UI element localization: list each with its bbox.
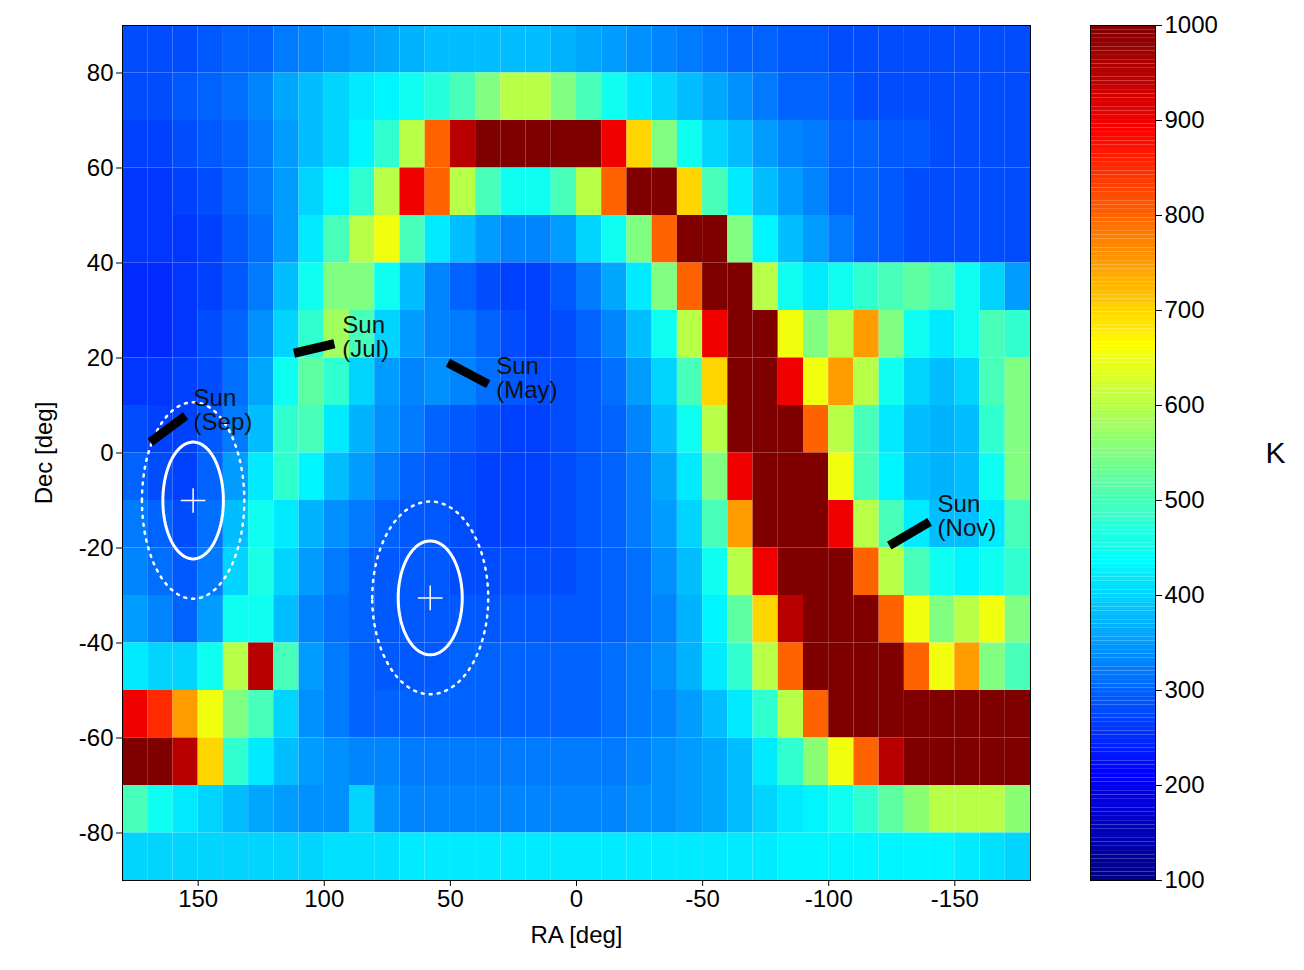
svg-text:-150: -150 xyxy=(931,885,979,912)
svg-text:0: 0 xyxy=(100,439,113,466)
svg-text:600: 600 xyxy=(1165,391,1205,418)
svg-text:700: 700 xyxy=(1165,296,1205,323)
svg-text:K: K xyxy=(1265,436,1285,469)
svg-text:-20: -20 xyxy=(79,534,114,561)
svg-text:-40: -40 xyxy=(79,629,114,656)
svg-text:50: 50 xyxy=(437,885,464,912)
svg-text:-100: -100 xyxy=(805,885,853,912)
svg-text:-50: -50 xyxy=(685,885,720,912)
svg-text:200: 200 xyxy=(1165,771,1205,798)
svg-text:Sun(May): Sun(May) xyxy=(496,352,557,403)
svg-text:RA [deg]: RA [deg] xyxy=(530,921,622,948)
svg-text:900: 900 xyxy=(1165,106,1205,133)
svg-text:-80: -80 xyxy=(79,819,114,846)
svg-text:Dec [deg]: Dec [deg] xyxy=(30,402,57,505)
svg-text:0: 0 xyxy=(570,885,583,912)
svg-text:500: 500 xyxy=(1165,486,1205,513)
svg-text:80: 80 xyxy=(87,59,114,86)
svg-text:Sun(Nov): Sun(Nov) xyxy=(938,490,997,541)
svg-text:300: 300 xyxy=(1165,676,1205,703)
svg-text:100: 100 xyxy=(1165,866,1205,893)
svg-text:60: 60 xyxy=(87,154,114,181)
svg-text:Sun(Sep): Sun(Sep) xyxy=(194,384,253,435)
svg-text:20: 20 xyxy=(87,344,114,371)
svg-text:1000: 1000 xyxy=(1165,11,1218,38)
svg-text:Sun(Jul): Sun(Jul) xyxy=(342,311,389,362)
svg-text:100: 100 xyxy=(304,885,344,912)
svg-text:150: 150 xyxy=(178,885,218,912)
svg-text:800: 800 xyxy=(1165,201,1205,228)
svg-text:-60: -60 xyxy=(79,724,114,751)
svg-text:400: 400 xyxy=(1165,581,1205,608)
svg-text:40: 40 xyxy=(87,249,114,276)
